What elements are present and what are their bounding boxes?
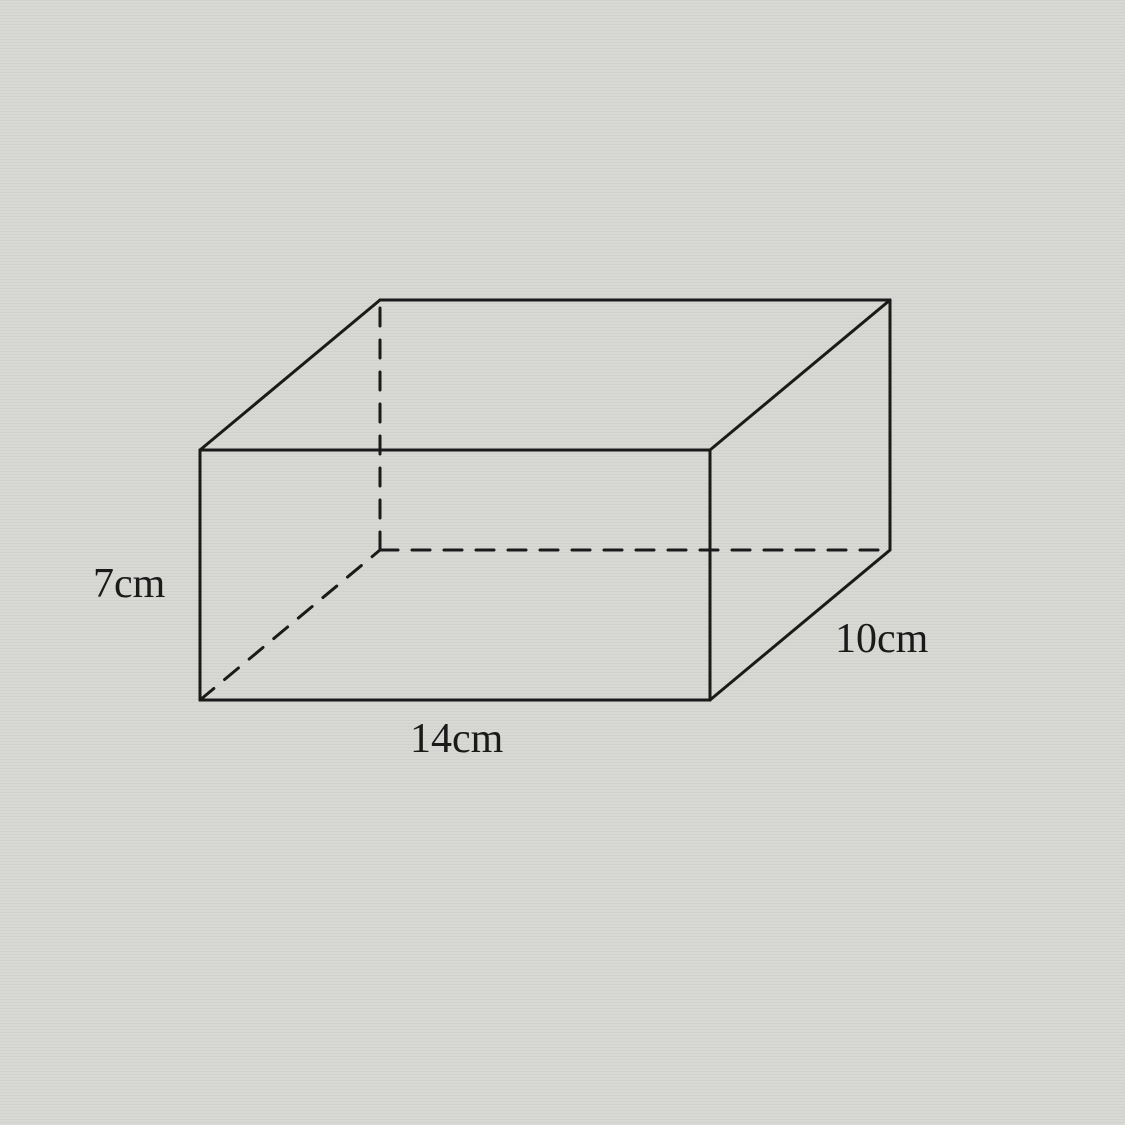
width-label: 14cm [410, 715, 503, 763]
prism-edges [200, 300, 890, 700]
height-label: 7cm [93, 560, 165, 608]
prism-svg [130, 270, 990, 830]
depth-label: 10cm [835, 615, 928, 663]
prism-diagram: 7cm 14cm 10cm [130, 270, 990, 830]
